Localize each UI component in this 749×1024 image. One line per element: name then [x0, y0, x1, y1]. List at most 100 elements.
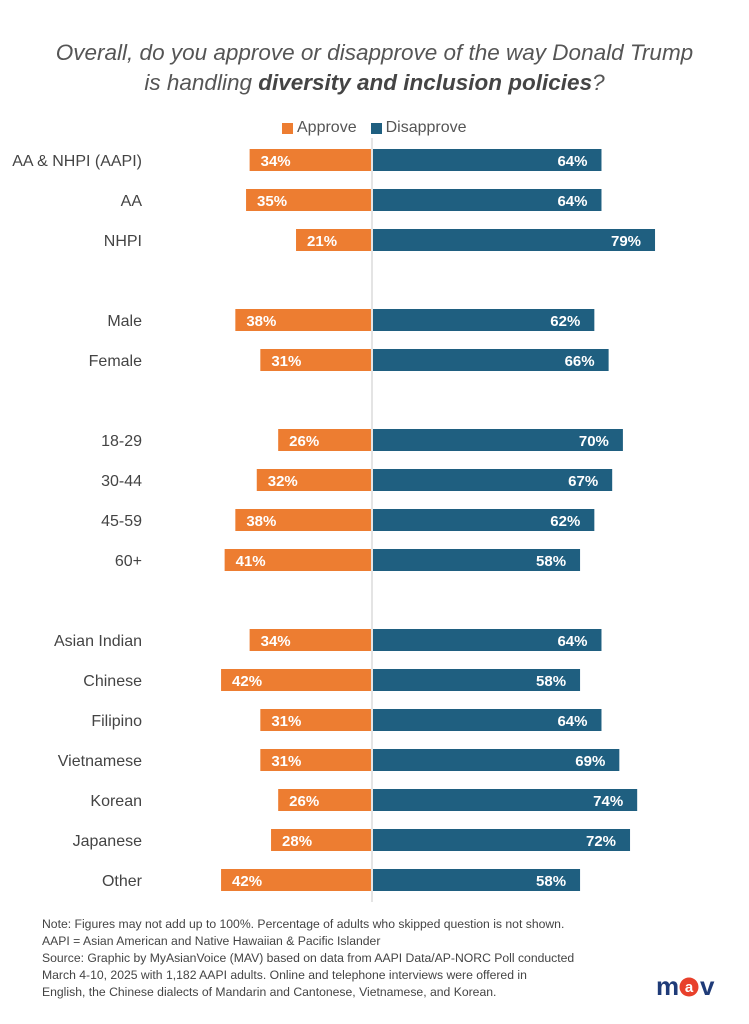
approve-bar — [235, 509, 371, 531]
approve-value-label: 28% — [282, 833, 312, 850]
disapprove-value-label: 67% — [568, 473, 598, 490]
disapprove-value-label: 66% — [565, 353, 595, 370]
approve-value-label: 31% — [271, 713, 301, 730]
legend-disapprove-swatch — [370, 122, 382, 134]
disapprove-value-label: 64% — [557, 713, 587, 730]
category-label: Chinese — [83, 673, 142, 690]
approve-bar — [249, 149, 371, 171]
logo-letter-a: a — [685, 979, 694, 996]
category-label: 60+ — [115, 553, 142, 570]
approve-bar — [278, 429, 371, 451]
category-label: Asian Indian — [54, 633, 142, 650]
approve-value-label: 26% — [289, 433, 319, 450]
approve-value-label: 34% — [261, 633, 291, 650]
category-label: AA — [121, 193, 143, 210]
disapprove-bar — [373, 429, 623, 451]
category-label: NHPI — [104, 233, 142, 250]
legend-approve: Approve — [282, 119, 357, 137]
approve-value-label: 31% — [271, 353, 301, 370]
disapprove-bar — [373, 869, 581, 891]
disapprove-value-label: 58% — [536, 553, 566, 570]
disapprove-bar — [373, 309, 595, 331]
category-label: Male — [107, 313, 142, 330]
approve-bar — [221, 669, 371, 691]
approve-bar — [271, 829, 371, 851]
category-label: Female — [89, 353, 142, 370]
disapprove-value-label: 79% — [611, 233, 641, 250]
category-label: AA & NHPI (AAPI) — [12, 153, 142, 170]
approve-value-label: 34% — [261, 153, 291, 170]
category-label: Korean — [90, 793, 142, 810]
approve-value-label: 38% — [246, 513, 276, 530]
disapprove-bar — [373, 709, 602, 731]
disapprove-value-label: 72% — [586, 833, 616, 850]
logo-circle — [679, 977, 699, 997]
title-emphasis: diversity and inclusion policies — [258, 70, 593, 95]
note-line-2: AAPI = Asian American and Native Hawaiia… — [42, 934, 381, 948]
approve-bar — [224, 549, 371, 571]
approve-bar — [256, 469, 371, 491]
disapprove-bar — [373, 349, 609, 371]
disapprove-bar — [373, 189, 602, 211]
disapprove-value-label: 62% — [550, 313, 580, 330]
chart-title: Overall, do you approve or disapprove of… — [0, 38, 749, 98]
approve-bar — [246, 189, 371, 211]
disapprove-bar — [373, 789, 638, 811]
disapprove-value-label: 64% — [557, 153, 587, 170]
approve-bar — [260, 709, 371, 731]
footnotes: Note: Figures may not add up to 100%. Pe… — [42, 916, 682, 1001]
logo-letter-m: m — [656, 971, 679, 1001]
category-label: 30-44 — [101, 473, 142, 490]
disapprove-value-label: 74% — [593, 793, 623, 810]
approve-value-label: 42% — [232, 873, 262, 890]
note-line-3: Source: Graphic by MyAsianVoice (MAV) ba… — [42, 951, 575, 965]
approve-bar — [260, 749, 371, 771]
note-line-5: English, the Chinese dialects of Mandari… — [42, 985, 497, 999]
mav-logo: m a v — [656, 971, 715, 1001]
disapprove-bar — [373, 149, 602, 171]
category-label: 45-59 — [101, 513, 142, 530]
disapprove-bar — [373, 629, 602, 651]
note-line-1: Note: Figures may not add up to 100%. Pe… — [42, 917, 565, 931]
approve-value-label: 31% — [271, 753, 301, 770]
approve-bar — [249, 629, 371, 651]
legend-disapprove-label: Disapprove — [385, 119, 467, 136]
disapprove-bar — [373, 549, 581, 571]
legend-approve-swatch — [282, 122, 293, 134]
category-label: Other — [102, 873, 143, 890]
logo-letter-v: v — [700, 971, 715, 1001]
title-line-2: is handling diversity and inclusion poli… — [0, 68, 749, 98]
approve-value-label: 42% — [232, 673, 262, 690]
legend: Approve Disapprove — [282, 118, 481, 138]
legend-disapprove: Disapprove — [370, 119, 467, 137]
approve-bar — [296, 229, 371, 251]
approve-value-label: 41% — [236, 553, 266, 570]
approve-value-label: 26% — [289, 793, 319, 810]
category-label: Japanese — [73, 833, 142, 850]
disapprove-bar — [373, 229, 656, 251]
disapprove-value-label: 64% — [557, 633, 587, 650]
legend-approve-label: Approve — [297, 119, 357, 136]
note-line-4: March 4-10, 2025 with 1,182 AAPI adults.… — [42, 968, 527, 982]
category-label: Filipino — [91, 713, 142, 730]
disapprove-bar — [373, 509, 595, 531]
bars: AA & NHPI (AAPI) 34% 64% AA 35% 64% NHPI 21% 79%… — [12, 149, 656, 891]
title-line-1: Overall, do you approve or disapprove of… — [55, 40, 694, 65]
approve-bar — [278, 789, 371, 811]
category-label: 18-29 — [101, 433, 142, 450]
approve-value-label: 38% — [246, 313, 276, 330]
disapprove-value-label: 64% — [557, 193, 587, 210]
approve-bar — [235, 309, 371, 331]
approve-value-label: 35% — [257, 193, 287, 210]
approve-bar — [260, 349, 371, 371]
disapprove-value-label: 70% — [579, 433, 609, 450]
disapprove-bar — [373, 469, 613, 491]
disapprove-bar — [373, 829, 631, 851]
disapprove-value-label: 58% — [536, 673, 566, 690]
disapprove-bar — [373, 749, 620, 771]
title-prefix: is handling — [144, 70, 259, 95]
disapprove-value-label: 62% — [550, 513, 580, 530]
category-label: Vietnamese — [58, 753, 142, 770]
disapprove-value-label: 58% — [536, 873, 566, 890]
disapprove-value-label: 69% — [575, 753, 605, 770]
